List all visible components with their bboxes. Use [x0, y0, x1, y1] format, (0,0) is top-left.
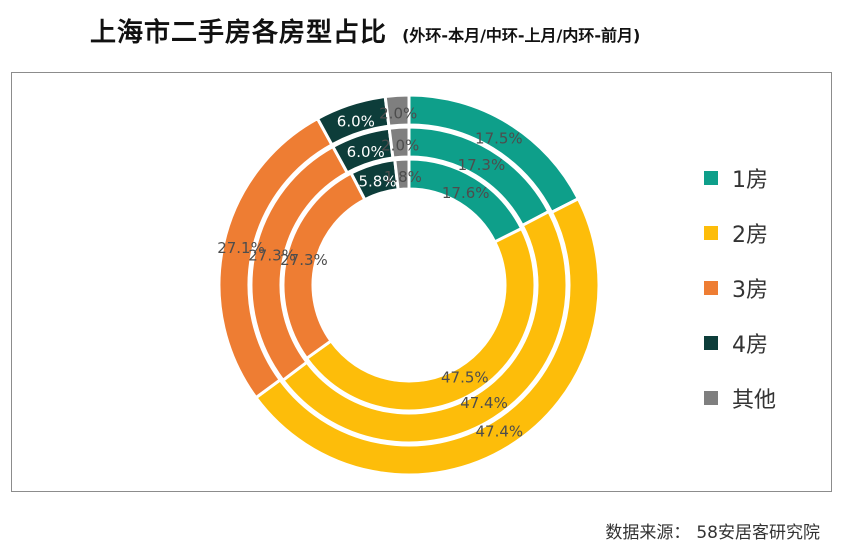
data-label-middle-1: 17.3%: [458, 156, 506, 174]
data-source-label: 数据来源：: [605, 523, 691, 543]
legend-swatch: [704, 335, 718, 350]
slice-inner-2: [304, 226, 537, 413]
legend-swatch: [704, 170, 718, 185]
legend-swatch: [704, 225, 718, 240]
data-label-middle-2: 47.4%: [460, 394, 508, 412]
data-label-middle-4: 6.0%: [347, 143, 385, 161]
data-label-middle-5: 2.0%: [381, 136, 419, 154]
slice-middle-5: [387, 125, 411, 160]
slice-outer-5: [383, 93, 411, 128]
data-source: 数据来源： 58安居客研究院: [605, 518, 820, 543]
legend-item-1: 1房: [704, 150, 776, 205]
legend-item-2: 2房: [704, 205, 776, 260]
chart-title: 上海市二手房各房型占比: [90, 18, 388, 48]
data-label-inner-3: 27.3%: [280, 251, 328, 269]
legend-item-3: 3房: [704, 260, 776, 315]
chart-header: 上海市二手房各房型占比 (外环-本月/中环-上月/内环-前月): [90, 12, 640, 49]
data-label-inner-4: 5.8%: [359, 173, 397, 191]
data-label-inner-5: 1.8%: [384, 168, 422, 186]
legend-item-4: 4房: [704, 315, 776, 370]
chart-subtitle: (外环-本月/中环-上月/内环-前月): [402, 26, 641, 45]
data-source-value: 58安居客研究院: [696, 523, 820, 543]
legend-label: 其他: [732, 387, 777, 413]
legend-swatch: [704, 280, 718, 295]
data-label-inner-2: 47.5%: [441, 368, 489, 386]
data-label-inner-1: 17.6%: [442, 184, 490, 202]
slice-inner-5: [393, 157, 411, 192]
data-label-outer-2: 47.4%: [476, 422, 524, 440]
legend-swatch: [704, 390, 718, 405]
legend-item-5: 其他: [704, 370, 776, 425]
legend-label: 1房: [732, 167, 768, 193]
data-label-outer-1: 17.5%: [475, 129, 523, 147]
chart-legend: 1房 2房 3房 4房其他: [704, 150, 776, 425]
legend-label: 4房: [732, 332, 768, 358]
data-label-outer-4: 6.0%: [337, 112, 375, 130]
data-label-outer-3: 27.1%: [217, 239, 265, 257]
legend-label: 3房: [732, 277, 768, 303]
legend-label: 2房: [732, 222, 768, 248]
data-label-outer-5: 2.0%: [379, 104, 417, 122]
data-label-middle-3: 27.3%: [248, 247, 296, 265]
